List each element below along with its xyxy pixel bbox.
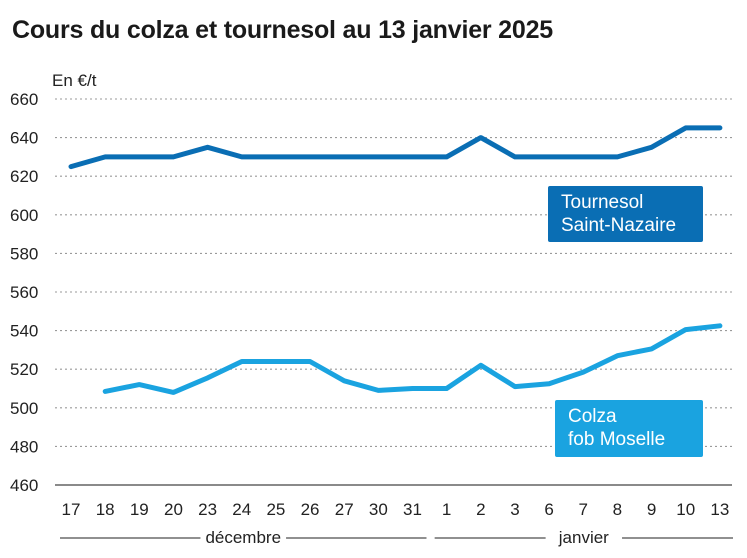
x-tick-label: 18 — [96, 500, 115, 519]
x-tick-label: 24 — [232, 500, 251, 519]
y-tick-label: 660 — [10, 90, 38, 109]
y-tick-label: 580 — [10, 244, 38, 263]
x-tick-label: 17 — [62, 500, 81, 519]
x-tick-label: 6 — [544, 500, 553, 519]
series-label-box — [555, 400, 703, 457]
chart-title: Cours du colza et tournesol au 13 janvie… — [12, 16, 553, 44]
y-tick-label: 620 — [10, 167, 38, 186]
x-tick-label: 7 — [579, 500, 588, 519]
y-tick-label: 480 — [10, 437, 38, 456]
y-axis-label: En €/t — [52, 71, 97, 90]
series-label-text: fob Moselle — [568, 429, 665, 450]
x-tick-label: 27 — [335, 500, 354, 519]
x-tick-label: 20 — [164, 500, 183, 519]
series-label-box — [548, 186, 703, 242]
series-line — [68, 125, 723, 170]
x-tick-label: 31 — [403, 500, 422, 519]
x-tick-label: 8 — [613, 500, 622, 519]
y-tick-label: 600 — [10, 206, 38, 225]
x-tick-label: 25 — [266, 500, 285, 519]
y-tick-label: 640 — [10, 129, 38, 148]
series-label-text: Tournesol — [561, 192, 643, 213]
x-tick-labels: 17 18 19 20 23 24 25 26 27 30 31 1 2 3 6 7 8 9 10 13 — [62, 500, 730, 519]
y-tick-label: 460 — [10, 476, 38, 495]
x-tick-label: 26 — [301, 500, 320, 519]
month-label: janvier — [558, 528, 609, 547]
x-tick-label: 19 — [130, 500, 149, 519]
y-tick-label: 500 — [10, 399, 38, 418]
month-groups: décembre janvier — [60, 528, 733, 547]
x-tick-label: 3 — [510, 500, 519, 519]
y-tick-labels: 460 480 500 520 540 560 580 600 620 640 660 — [10, 90, 38, 495]
x-tick-label: 13 — [710, 500, 729, 519]
x-tick-label: 10 — [676, 500, 695, 519]
month-label: décembre — [205, 528, 281, 547]
x-tick-label: 23 — [198, 500, 217, 519]
series-lines — [68, 125, 723, 395]
series-label-text: Colza — [568, 406, 617, 427]
y-tick-label: 520 — [10, 360, 38, 379]
x-tick-label: 1 — [442, 500, 451, 519]
y-tick-label: 540 — [10, 322, 38, 341]
series-line — [102, 323, 723, 395]
x-tick-label: 9 — [647, 500, 656, 519]
x-tick-label: 2 — [476, 500, 485, 519]
y-tick-label: 560 — [10, 283, 38, 302]
series-label-text: Saint-Nazaire — [561, 215, 676, 236]
x-tick-label: 30 — [369, 500, 388, 519]
grid-lines — [55, 98, 732, 486]
